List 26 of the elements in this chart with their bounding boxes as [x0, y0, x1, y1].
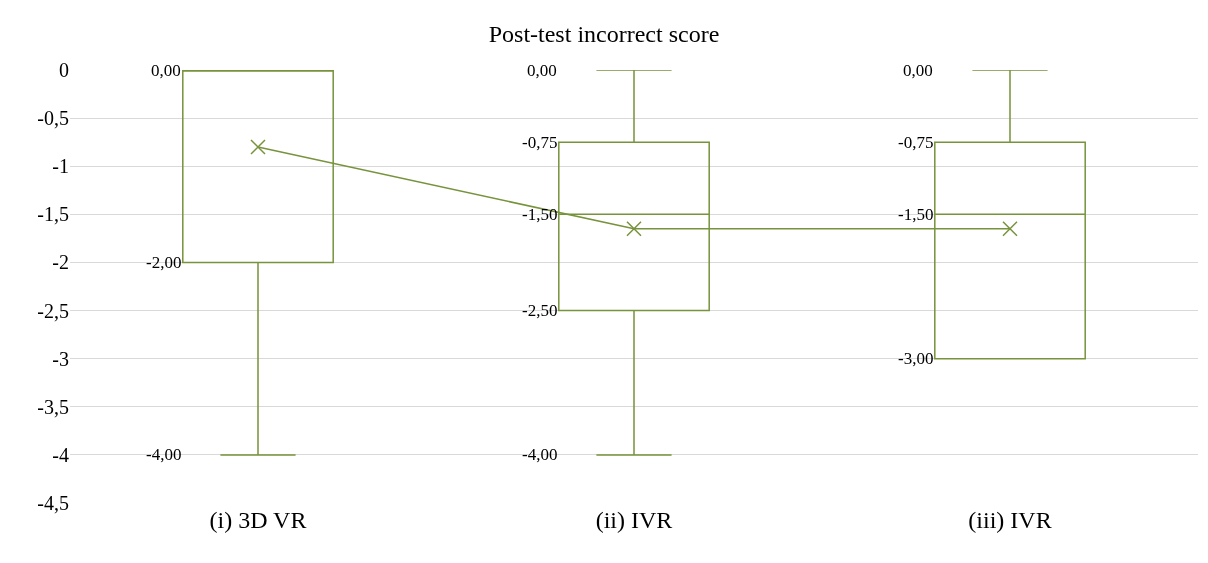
annotation: -1,50	[522, 205, 558, 224]
annotation: -0,75	[522, 133, 558, 152]
y-tick-label: 0	[59, 59, 69, 81]
annotation: 0,00	[527, 61, 557, 80]
y-tick-label: -3	[52, 347, 69, 370]
annotation: 0,00	[151, 61, 181, 80]
y-tick-label: -2,5	[37, 299, 69, 322]
y-tick-label: -2	[52, 251, 69, 274]
x-tick-label: (iii) IVR	[968, 507, 1052, 533]
y-tick-label: -0,5	[37, 107, 69, 130]
y-tick-label: -4	[52, 443, 69, 466]
x-tick-label: (i) 3D VR	[209, 507, 307, 533]
chart-title: Post-test incorrect score	[488, 21, 720, 48]
y-tick-label: -3,5	[37, 395, 69, 418]
y-tick-label: -4,5	[37, 492, 69, 514]
annotation: -2,50	[522, 301, 558, 320]
annotation: -4,00	[146, 445, 182, 464]
annotation: -3,00	[898, 349, 934, 368]
annotation: 0,00	[903, 61, 933, 80]
y-tick-label: -1	[52, 155, 69, 178]
annotation: -4,00	[522, 445, 558, 464]
annotation: -2,00	[146, 253, 182, 272]
x-tick-label: (ii) IVR	[595, 507, 673, 533]
annotation: -1,50	[898, 205, 934, 224]
y-tick-label: -1,5	[37, 203, 69, 226]
annotation: -0,75	[898, 133, 934, 152]
